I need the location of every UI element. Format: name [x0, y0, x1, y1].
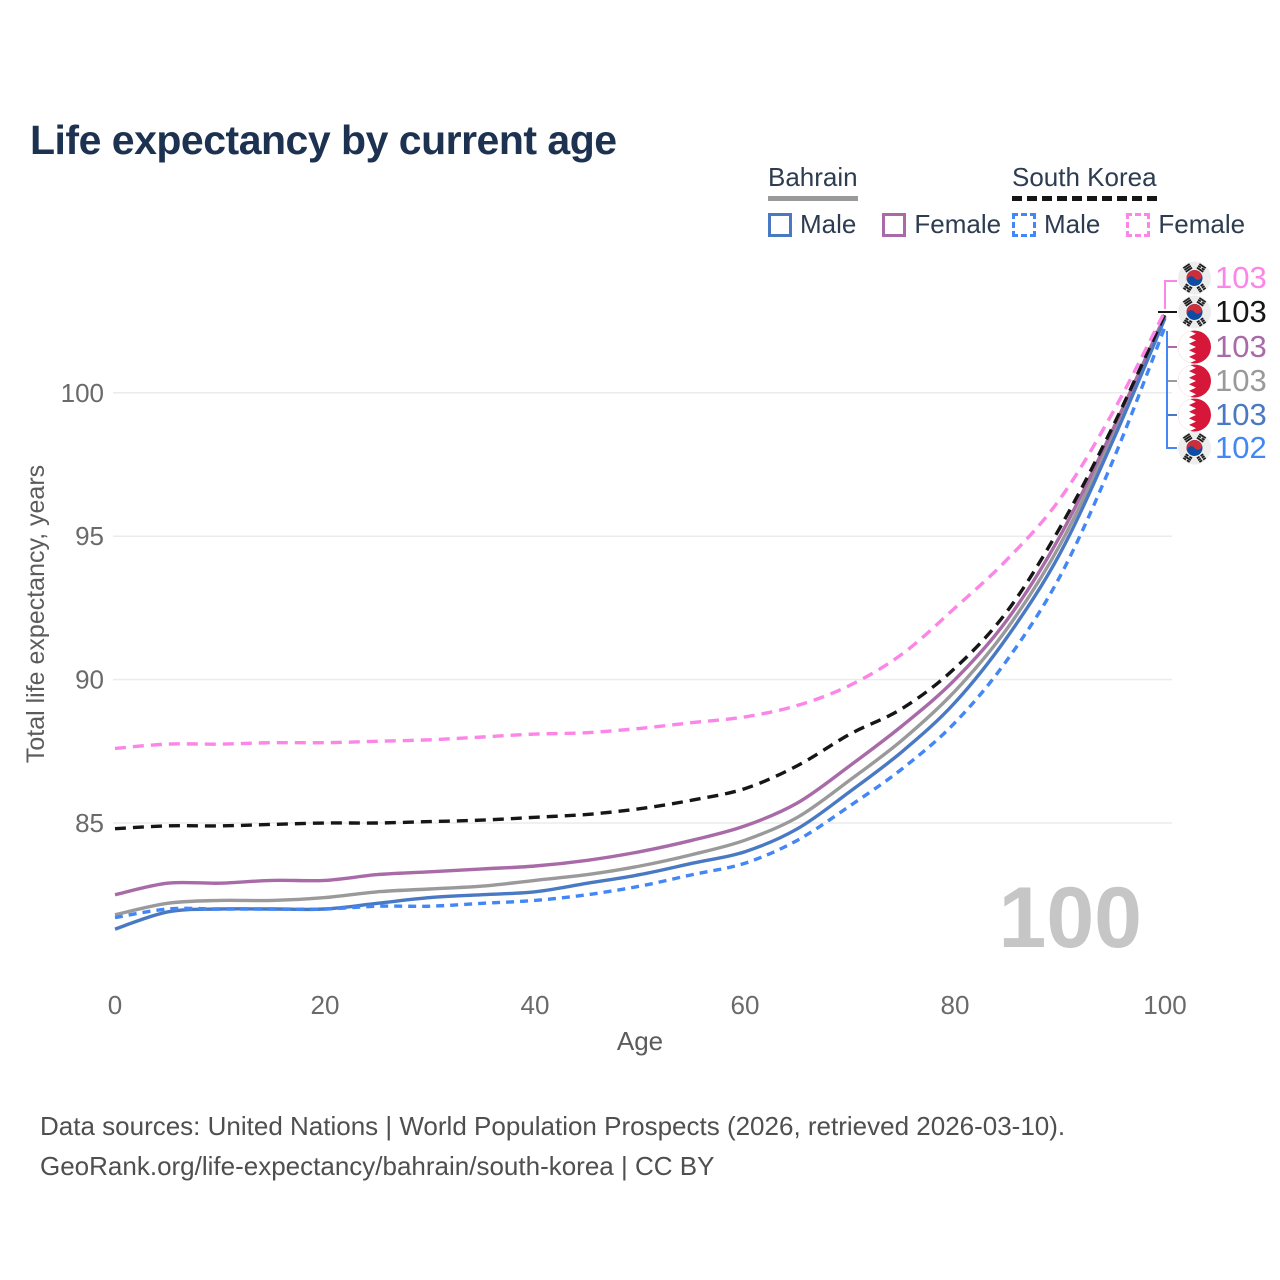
page-title: Life expectancy by current age: [30, 117, 617, 164]
legend-group-south-korea: South Korea Male Female: [1012, 162, 1245, 240]
end-label-value-bh-male: 103: [1215, 397, 1267, 432]
flag-bh-icon-bh-female: [1178, 331, 1211, 364]
series-line-kr-female: [114, 310, 1167, 751]
series-line-bh-female: [114, 314, 1167, 897]
legend-group-title-south-korea: South Korea: [1012, 162, 1157, 201]
x-tick-label-20: 20: [311, 990, 340, 1020]
legend-label-south-korea-female: Female: [1158, 209, 1246, 239]
x-tick-label-80: 80: [941, 990, 970, 1020]
end-label-value-bh-all: 103: [1215, 363, 1267, 398]
end-label-leader-kr-male: [1166, 331, 1177, 449]
series-line-bh-male: [114, 317, 1167, 931]
y-tick-label-90: 90: [75, 665, 104, 695]
legend-item-bahrain-male[interactable]: Male: [768, 209, 856, 240]
series-line-bh-all: [114, 316, 1167, 917]
y-tick-label-85: 85: [75, 808, 104, 838]
end-label-leader-kr-female: [1164, 280, 1177, 309]
legend-label-bahrain-male: Male: [800, 209, 857, 239]
y-axis-title: Total life expectancy, years: [22, 465, 50, 763]
legend-item-south-korea-female[interactable]: Female: [1126, 209, 1245, 240]
x-tick-label-60: 60: [731, 990, 760, 1020]
flag-kr-icon-kr-all: [1178, 295, 1211, 329]
legend-label-south-korea-male: Male: [1044, 209, 1101, 239]
footer-attribution: GeoRank.org/life-expectancy/bahrain/sout…: [40, 1151, 715, 1181]
flag-bh-icon-bh-male: [1178, 399, 1211, 432]
flag-kr-icon-kr-female: [1178, 261, 1211, 295]
flag-kr-icon-kr-male: [1178, 431, 1211, 465]
legend-item-south-korea-male[interactable]: Male: [1012, 209, 1100, 240]
end-label-value-kr-male: 102: [1215, 430, 1267, 465]
x-tick-label-100: 100: [1143, 990, 1186, 1020]
end-label-value-bh-female: 103: [1215, 329, 1267, 364]
legend-swatch-south-korea-male: [1012, 212, 1036, 237]
legend-item-bahrain-female[interactable]: Female: [882, 209, 1001, 240]
legend-label-bahrain-female: Female: [914, 209, 1002, 239]
end-label-value-kr-all: 103: [1215, 294, 1267, 329]
flag-bh-icon-bh-all: [1178, 365, 1211, 398]
legend-swatch-south-korea-female: [1126, 212, 1151, 237]
watermark-age-100: 100: [999, 870, 1143, 966]
x-axis-title: Age: [617, 1026, 663, 1056]
footer-data-sources: Data sources: United Nations | World Pop…: [40, 1111, 1066, 1141]
end-label-value-kr-female: 103: [1215, 260, 1267, 295]
x-tick-label-0: 0: [108, 990, 122, 1020]
legend-swatch-bahrain-male: [768, 212, 792, 237]
series-line-kr-all: [114, 313, 1167, 831]
legend-group-bahrain: Bahrain Male Female: [768, 162, 1001, 240]
y-tick-label-95: 95: [75, 521, 104, 551]
legend-group-title-bahrain: Bahrain: [768, 162, 858, 201]
y-tick-label-100: 100: [61, 378, 104, 408]
series-line-kr-male: [114, 326, 1167, 920]
x-tick-label-40: 40: [521, 990, 550, 1020]
legend-swatch-bahrain-female: [882, 212, 907, 237]
